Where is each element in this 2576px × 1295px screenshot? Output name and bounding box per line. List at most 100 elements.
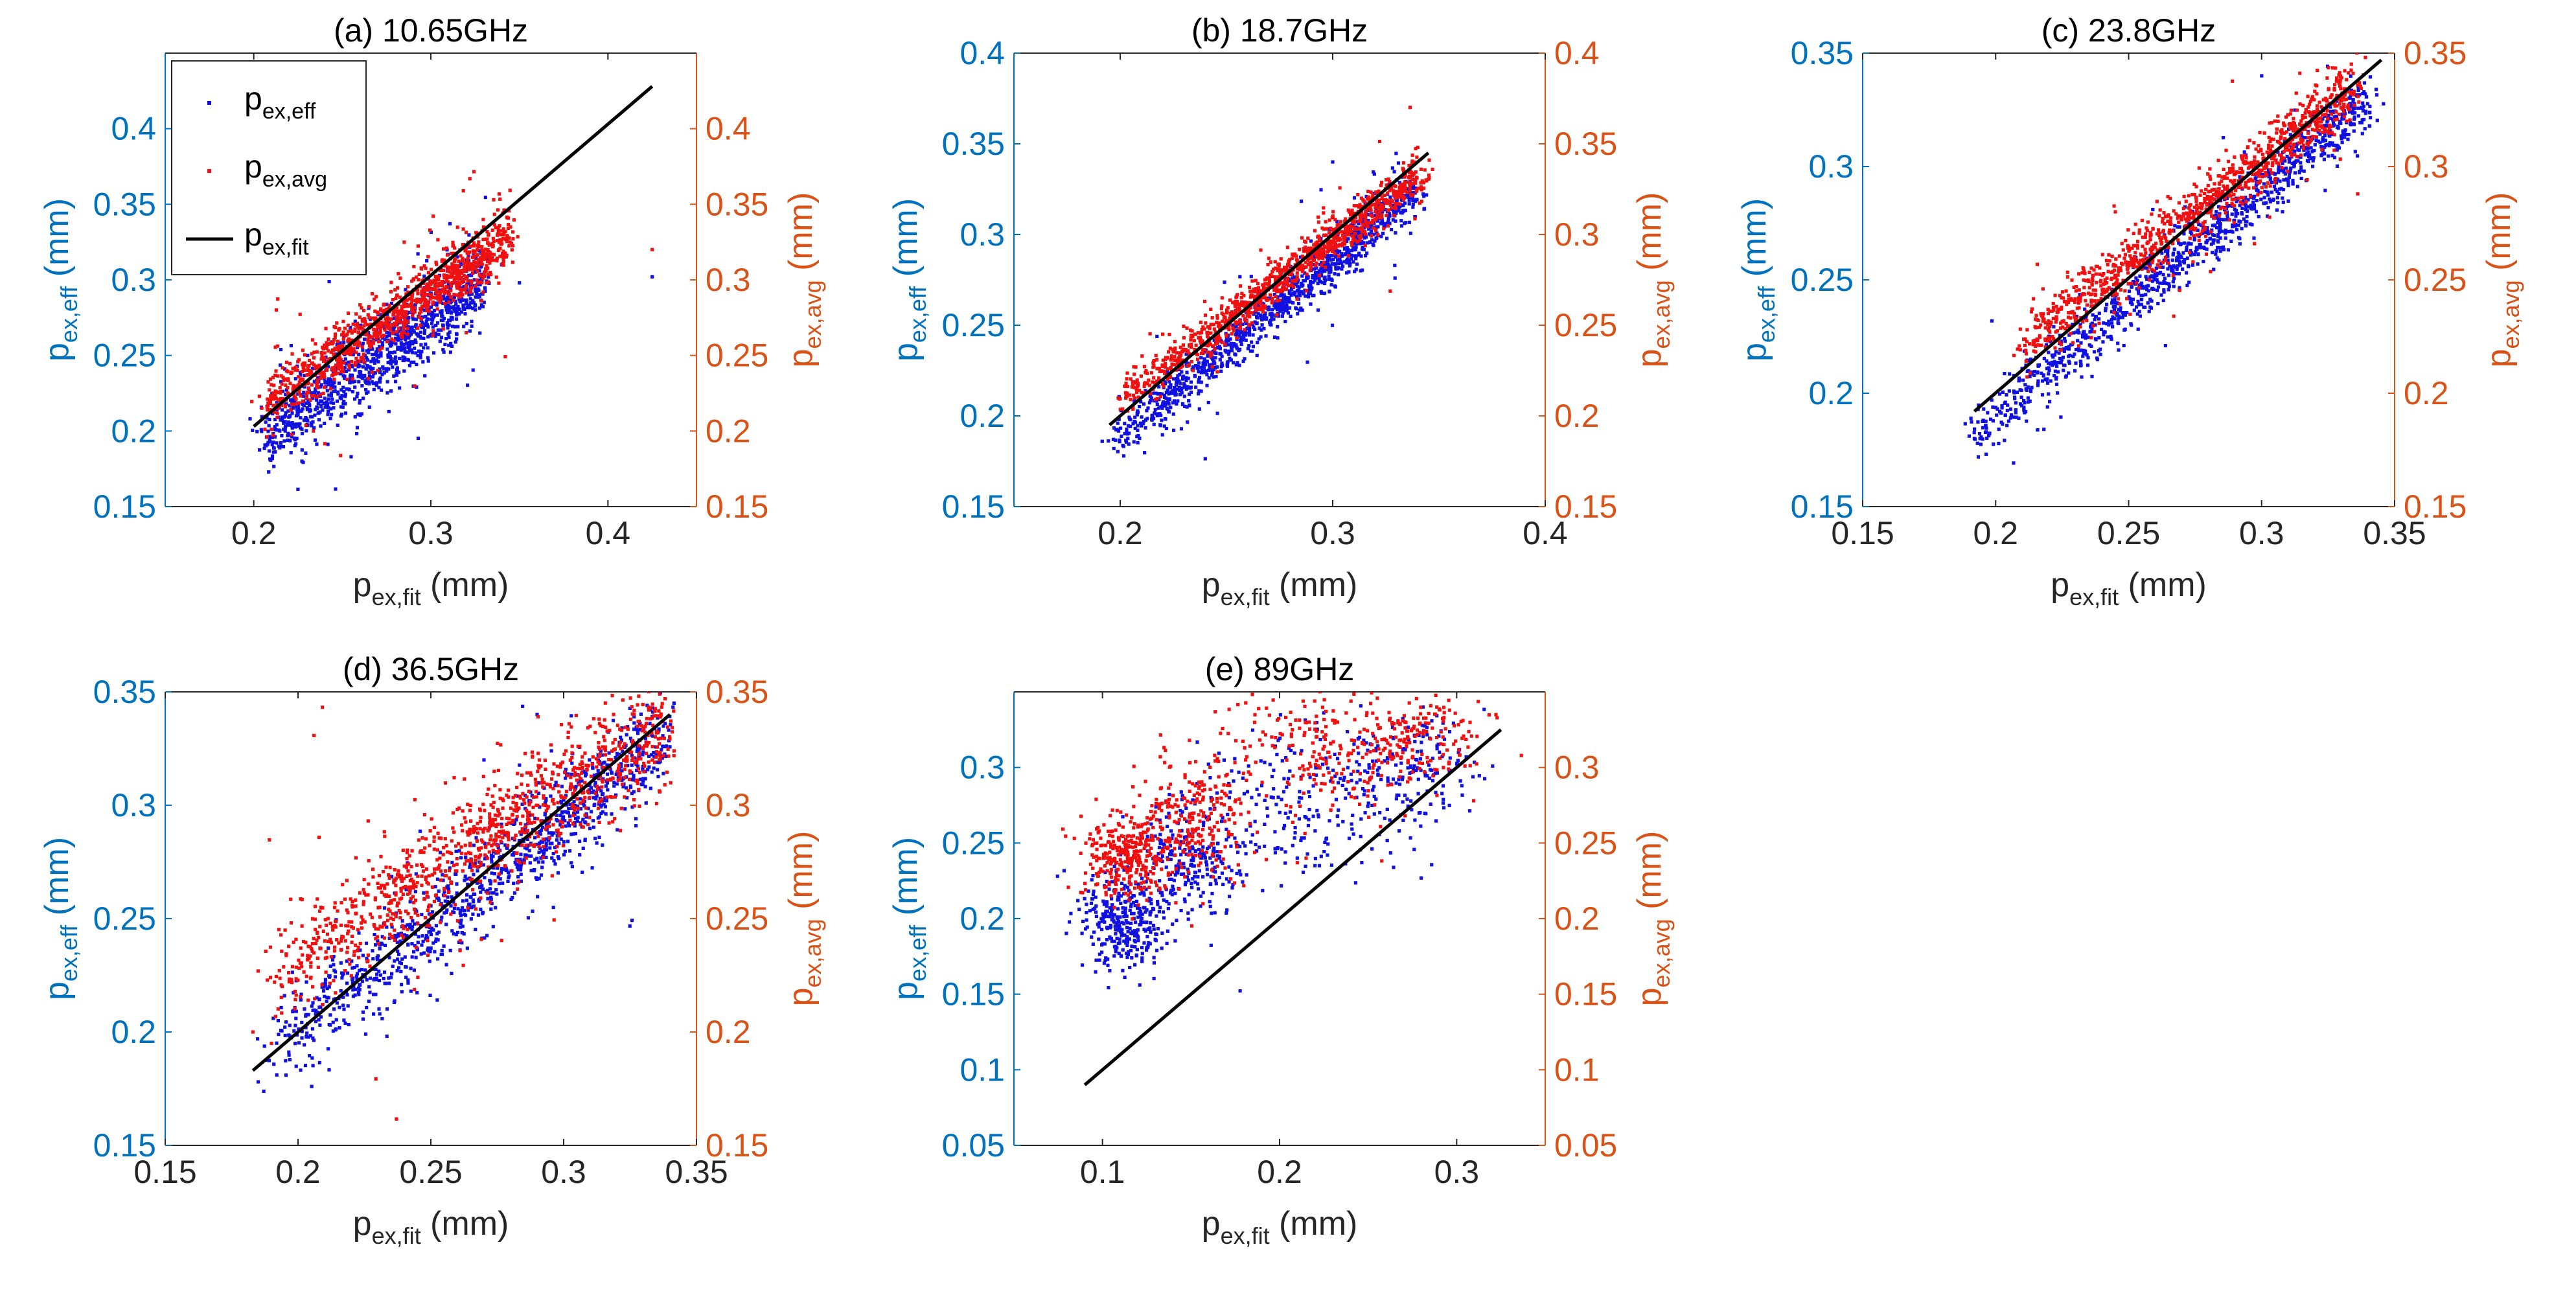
scatter-point xyxy=(260,406,264,410)
scatter-point xyxy=(1213,356,1217,360)
scatter-point xyxy=(449,341,453,345)
scatter-point xyxy=(1126,424,1131,428)
y-left-axis-label: pex,eff (mm) xyxy=(887,198,931,361)
scatter-point xyxy=(1260,314,1264,318)
scatter-point xyxy=(1385,236,1389,240)
scatter-point xyxy=(2171,251,2176,255)
scatter-point xyxy=(1391,218,1395,222)
scatter-point xyxy=(1372,233,1375,236)
scatter-point xyxy=(1344,230,1348,234)
scatter-point xyxy=(1262,327,1266,330)
scatter-point xyxy=(1344,217,1348,221)
scatter-point xyxy=(1214,338,1218,342)
scatter-point xyxy=(400,310,404,314)
scatter-point xyxy=(342,341,346,345)
scatter-point xyxy=(1255,321,1259,325)
scatter-point xyxy=(1223,343,1227,347)
scatter-point xyxy=(303,361,307,365)
scatter-point xyxy=(416,436,420,441)
scatter-point xyxy=(1266,262,1270,267)
scatter-point xyxy=(1353,233,1358,237)
scatter-point xyxy=(313,413,317,417)
scatter-point xyxy=(271,391,275,395)
scatter-point xyxy=(1173,355,1177,359)
scatter-point xyxy=(1196,331,1200,335)
scatter-point xyxy=(392,328,396,332)
scatter-point xyxy=(387,303,391,307)
scatter-point xyxy=(341,352,345,356)
scatter-point xyxy=(1309,287,1313,291)
scatter-point xyxy=(305,418,309,422)
scatter-point xyxy=(1271,268,1276,271)
scatter-point xyxy=(339,370,343,374)
scatter-point xyxy=(1171,347,1175,351)
scatter-point xyxy=(1373,218,1377,222)
scatter-point xyxy=(2148,275,2152,279)
scatter-point xyxy=(404,350,408,354)
scatter-point xyxy=(1403,173,1407,177)
scatter-point xyxy=(290,411,294,415)
scatter-point xyxy=(437,281,441,285)
scatter-point xyxy=(476,247,479,251)
scatter-point xyxy=(1200,328,1204,332)
scatter-point xyxy=(1369,225,1373,229)
scatter-point xyxy=(360,345,364,349)
scatter-point xyxy=(1179,366,1183,370)
scatter-point xyxy=(364,367,368,371)
scatter-point xyxy=(455,313,459,317)
scatter-point xyxy=(1112,426,1116,430)
scatter-point xyxy=(1172,428,1176,432)
scatter-point xyxy=(1206,333,1210,337)
scatter-point xyxy=(1144,389,1147,393)
scatter-point xyxy=(2029,387,2032,392)
scatter-point xyxy=(1237,319,1241,323)
scatter-point xyxy=(503,229,507,234)
scatter-point xyxy=(461,303,465,307)
scatter-point xyxy=(442,350,446,354)
scatter-point xyxy=(487,280,490,284)
scatter-point xyxy=(1234,363,1238,367)
scatter-point xyxy=(414,351,418,355)
scatter-point xyxy=(1330,249,1334,253)
scatter-point xyxy=(406,358,410,362)
scatter-point xyxy=(1271,269,1274,273)
scatter-point xyxy=(2295,142,2299,146)
scatter-point xyxy=(362,352,365,356)
scatter-point xyxy=(1152,360,1156,364)
scatter-point xyxy=(508,189,512,192)
scatter-point xyxy=(1261,304,1265,308)
scatter-point xyxy=(1169,365,1173,369)
scatter-point xyxy=(1140,354,1144,358)
scatter-point xyxy=(478,256,483,260)
scatter-point xyxy=(1309,284,1313,288)
scatter-point xyxy=(269,458,273,463)
scatter-point xyxy=(332,406,336,410)
scatter-point xyxy=(387,306,391,310)
scatter-point xyxy=(1344,239,1349,243)
scatter-point xyxy=(391,313,395,317)
scatter-point xyxy=(430,287,434,291)
scatter-point xyxy=(319,405,323,409)
scatter-point xyxy=(1401,161,1405,165)
scatter-point xyxy=(272,464,276,468)
scatter-point xyxy=(340,366,345,370)
scatter-point xyxy=(1348,224,1352,228)
scatter-point xyxy=(371,347,374,351)
scatter-point xyxy=(490,256,494,260)
scatter-point xyxy=(496,227,500,231)
scatter-point xyxy=(280,382,284,386)
scatter-point xyxy=(2353,111,2357,115)
scatter-point xyxy=(1329,277,1333,281)
scatter-point xyxy=(1299,306,1303,310)
scatter-point xyxy=(400,307,404,311)
scatter-point xyxy=(2122,343,2126,348)
scatter-point xyxy=(1323,282,1327,286)
scatter-point xyxy=(1164,361,1167,365)
scatter-point xyxy=(1186,420,1190,424)
legend-marker-eff xyxy=(207,101,211,105)
scatter-point xyxy=(1260,323,1264,327)
scatter-point xyxy=(1356,192,1360,197)
scatter-point xyxy=(1142,365,1146,369)
scatter-point xyxy=(2196,228,2200,232)
scatter-point xyxy=(397,319,400,323)
